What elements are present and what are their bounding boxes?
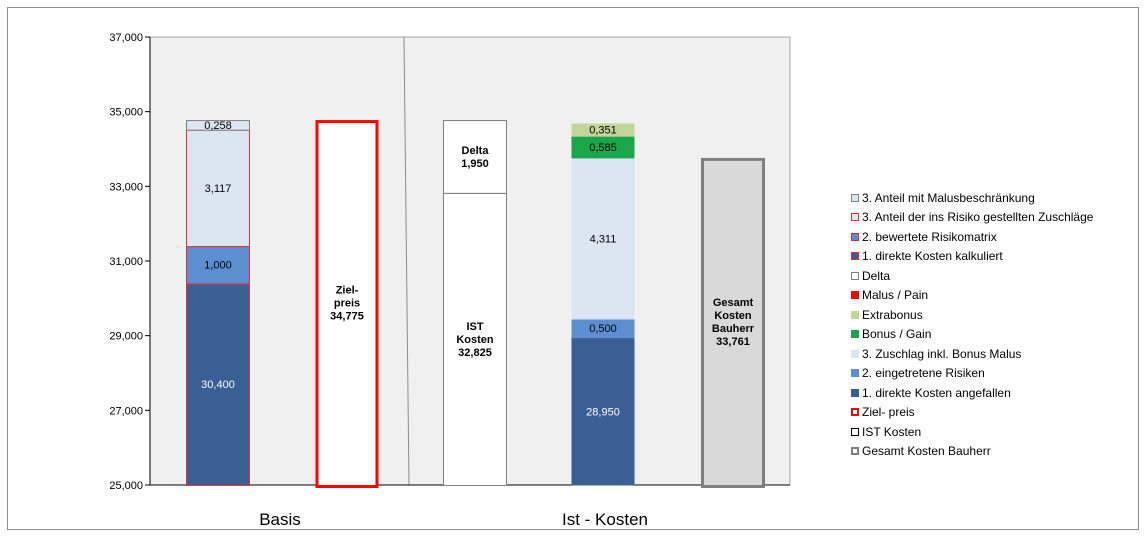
legend-swatch — [851, 427, 859, 436]
data-label: Gesamt — [713, 297, 754, 309]
legend-swatch — [851, 232, 859, 241]
legend-label: 3. Anteil mit Malusbeschränkung — [862, 190, 1035, 205]
y-tick-label: 35,000 — [109, 107, 143, 119]
legend-swatch — [851, 408, 859, 417]
data-label: IST — [466, 321, 483, 333]
legend-item: 3. Anteil mit Malusbeschränkung — [851, 188, 1093, 208]
bar-segment — [186, 120, 250, 131]
bar-segment — [186, 283, 250, 486]
bar-segment — [571, 123, 635, 137]
bar-segment — [571, 136, 635, 159]
legend-item: Malus / Pain — [851, 286, 1093, 306]
data-label: Kosten — [456, 334, 494, 346]
legend-item: Delta — [851, 266, 1093, 286]
data-label: 4,311 — [590, 233, 617, 245]
legend-swatch — [851, 330, 859, 339]
legend-label: 2. eingetretene Risiken — [862, 366, 985, 381]
legend-swatch — [851, 271, 859, 280]
data-label: Kosten — [714, 310, 752, 322]
legend-item: 1. direkte Kosten angefallen — [851, 383, 1093, 403]
data-label: 3,117 — [205, 183, 232, 195]
legend-swatch — [851, 369, 859, 378]
y-tick-label: 25,000 — [109, 480, 143, 492]
y-tick-label: 31,000 — [109, 256, 143, 268]
data-label: 34,775 — [330, 311, 364, 323]
y-tick-label: 33,000 — [109, 181, 143, 193]
data-label: 0,351 — [589, 125, 617, 137]
legend-item: Ziel- preis — [851, 403, 1093, 423]
legend-label: Extrabonus — [862, 307, 923, 322]
legend-swatch — [851, 388, 859, 397]
bar-segment — [443, 192, 507, 486]
legend-label: 1. direkte Kosten kalkuliert — [862, 249, 1003, 264]
data-label: 30,400 — [201, 379, 235, 391]
legend-item: 2. bewertete Risikomatrix — [851, 227, 1093, 247]
bar-segment — [571, 158, 635, 320]
legend-swatch — [851, 447, 859, 456]
legend-item: 2. eingetretene Risiken — [851, 364, 1093, 384]
x-category-label: Basis — [259, 510, 301, 529]
legend-swatch — [851, 291, 859, 300]
legend-label: Delta — [862, 268, 891, 283]
data-label: 0,500 — [589, 323, 617, 335]
bar-segment — [701, 157, 765, 488]
x-category-label: Ist - Kosten — [562, 510, 648, 529]
legend-item: 3. Zuschlag inkl. Bonus Malus — [851, 344, 1093, 364]
data-label: Bauherr — [712, 323, 755, 335]
legend-label: Ziel- preis — [862, 405, 915, 420]
data-label: 28,950 — [586, 406, 620, 418]
legend-label: 3. Zuschlag inkl. Bonus Malus — [862, 346, 1022, 361]
legend-item: Gesamt Kosten Bauherr — [851, 442, 1093, 462]
legend-swatch — [851, 252, 859, 261]
legend-item: Extrabonus — [851, 305, 1093, 325]
y-tick-label: 37,000 — [109, 32, 143, 44]
legend: 3. Anteil mit Malusbeschränkung 3. Anteil… — [851, 188, 1093, 461]
data-label: 0,585 — [589, 142, 617, 154]
legend-item: IST Kosten — [851, 422, 1093, 442]
legend-swatch — [851, 310, 859, 319]
data-label: 32,825 — [458, 347, 492, 359]
group-divider — [403, 36, 410, 486]
legend-label: 3. Anteil der ins Risiko gestellten Zusc… — [862, 210, 1094, 225]
legend-label: IST Kosten — [862, 424, 922, 439]
legend-label: 2. bewertete Risikomatrix — [862, 229, 997, 244]
legend-item: 1. direkte Kosten kalkuliert — [851, 247, 1093, 267]
bar-segment — [571, 319, 635, 339]
data-label: 33,761 — [716, 336, 750, 348]
legend-label: Malus / Pain — [862, 288, 929, 303]
y-tick-label: 29,000 — [109, 331, 143, 343]
bar-segment — [315, 120, 379, 488]
legend-label: Gesamt Kosten Bauherr — [862, 444, 991, 459]
data-label: preis — [334, 298, 360, 310]
data-label: Delta — [462, 145, 490, 157]
legend-item: 3. Anteil der ins Risiko gestellten Zusc… — [851, 208, 1093, 228]
y-tick-label: 27,000 — [109, 405, 143, 417]
data-label: 1,000 — [204, 260, 232, 272]
legend-label: Bonus / Gain — [862, 327, 932, 342]
data-label: 1,950 — [461, 158, 489, 170]
legend-swatch — [851, 213, 859, 222]
legend-label: 1. direkte Kosten angefallen — [862, 385, 1011, 400]
bar-segment — [443, 120, 507, 194]
legend-swatch — [851, 349, 859, 358]
legend-item: Bonus / Gain — [851, 325, 1093, 345]
data-label: 0,258 — [204, 120, 232, 132]
legend-swatch — [851, 193, 859, 202]
bar-segment — [571, 338, 635, 486]
data-label: Ziel- — [336, 285, 359, 297]
